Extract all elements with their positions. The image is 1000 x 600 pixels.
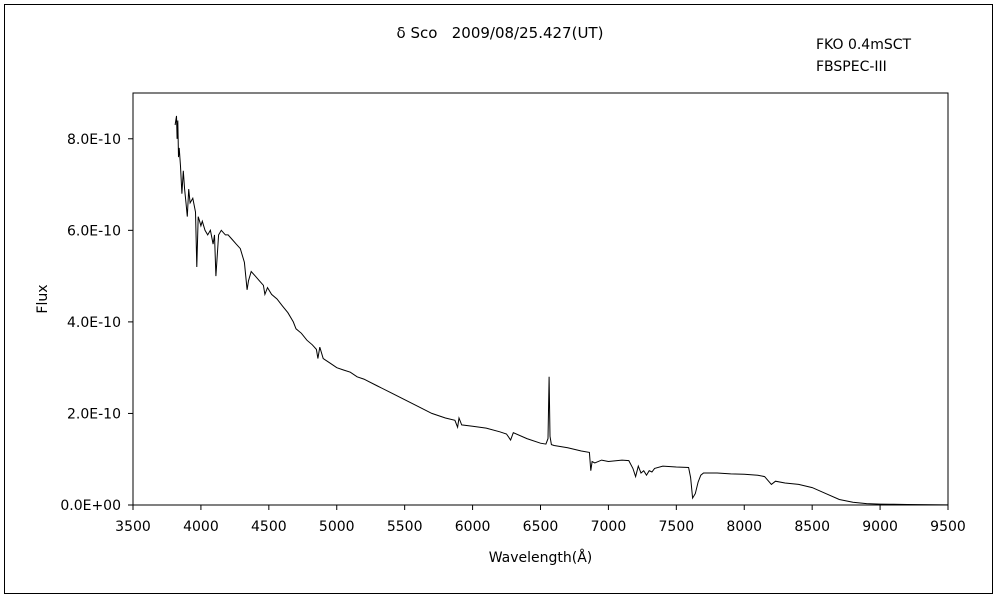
y-tick-label: 4.0E-10 [67, 315, 121, 331]
x-tick-label: 7500 [659, 519, 695, 535]
annotation-telescope: FKO 0.4mSCT [816, 37, 912, 53]
y-axis-label: Flux [35, 284, 51, 313]
y-axis: 0.0E+00 2.0E-10 4.0E-10 6.0E-10 8.0E-10 [60, 132, 133, 514]
x-tick-label: 9000 [862, 519, 898, 535]
y-tick-label: 0.0E+00 [60, 498, 121, 514]
y-tick-label: 2.0E-10 [67, 406, 121, 422]
x-tick-label: 4500 [251, 519, 287, 535]
x-tick-label: 7000 [591, 519, 627, 535]
x-tick-label: 8000 [726, 519, 762, 535]
x-tick-label: 6000 [455, 519, 491, 535]
x-tick-label: 6500 [523, 519, 559, 535]
x-tick-label: 4000 [183, 519, 219, 535]
spectrum-line [174, 115, 949, 506]
y-tick-label: 6.0E-10 [67, 223, 121, 239]
x-tick-label: 3500 [115, 519, 151, 535]
x-tick-label: 8500 [794, 519, 830, 535]
plot-area [132, 92, 949, 506]
x-tick-label: 9500 [930, 519, 966, 535]
y-tick-label: 8.0E-10 [67, 132, 121, 148]
x-tick-label: 5500 [387, 519, 423, 535]
x-axis: 3500 4000 4500 5000 5500 6000 6500 7000 7500 8000… [115, 505, 966, 535]
x-axis-label: Wavelength(Å) [489, 549, 593, 566]
annotation-spectrograph: FBSPEC-III [816, 59, 887, 75]
chart-title: δ Sco 2009/08/25.427(UT) [396, 24, 604, 42]
x-tick-label: 5000 [319, 519, 355, 535]
